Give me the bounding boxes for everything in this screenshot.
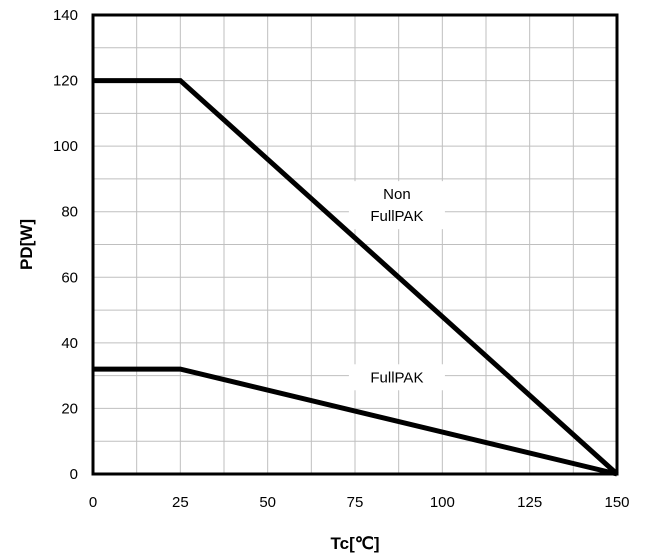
y-tick-label: 60 (61, 269, 78, 286)
plot-frame (91, 13, 619, 476)
x-tick-label: 100 (430, 494, 455, 511)
annotation-label: FullPAK (370, 369, 423, 386)
x-axis-label: Tc[℃] (331, 534, 380, 553)
y-tick-label: 120 (53, 73, 78, 90)
y-tick-label: 100 (53, 138, 78, 155)
y-tick-label: 20 (61, 400, 78, 417)
x-tick-labels: 0 25 50 75 100 125 150 (89, 494, 630, 511)
x-tick-label: 75 (347, 494, 364, 511)
annotation-label: Non (383, 186, 411, 203)
series-line-fullpak (93, 366, 618, 477)
y-tick-label: 0 (70, 466, 78, 483)
x-tick-label: 25 (172, 494, 189, 511)
x-tick-label: 125 (517, 494, 542, 511)
y-axis-label: PD[W] (17, 219, 36, 270)
x-tick-label: 50 (259, 494, 276, 511)
y-tick-labels: 0 20 40 60 80 100 120 140 (53, 7, 78, 483)
y-tick-label: 80 (61, 204, 78, 221)
x-tick-label: 150 (604, 494, 629, 511)
annotation-label: FullPAK (370, 208, 423, 225)
annotation-background (348, 364, 445, 391)
series-lines (93, 78, 619, 477)
series-line-non-fullpak (93, 78, 619, 476)
x-tick-label: 0 (89, 494, 97, 511)
annotation-background (348, 181, 445, 230)
y-tick-label: 40 (61, 335, 78, 352)
annotations: Non FullPAK FullPAK (348, 181, 445, 391)
y-tick-label: 140 (53, 7, 78, 24)
